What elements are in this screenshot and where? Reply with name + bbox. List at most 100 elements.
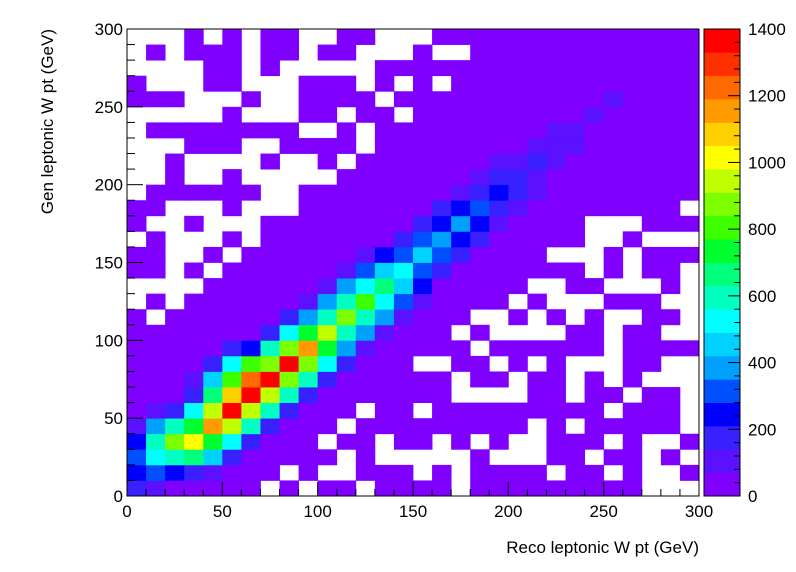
- heatmap-cell: [432, 402, 452, 419]
- heatmap-cell: [641, 122, 662, 139]
- heatmap-cell: [641, 200, 662, 217]
- heatmap-cell: [184, 418, 204, 435]
- y-axis-label: Gen leptonic W pt (GeV): [38, 29, 57, 214]
- heatmap-cell: [432, 293, 452, 310]
- heatmap-cell: [317, 184, 338, 201]
- heatmap-cell: [641, 75, 662, 92]
- heatmap-cell: [393, 91, 414, 108]
- heatmap-cell: [146, 418, 166, 435]
- heatmap-cell: [260, 246, 280, 263]
- heatmap-cell: [222, 387, 242, 403]
- heatmap-cell: [336, 200, 357, 217]
- heatmap-cell: [279, 44, 299, 61]
- x-tick-label: 100: [303, 502, 331, 521]
- heatmap-cell: [527, 371, 547, 388]
- heatmap-cell: [241, 293, 261, 310]
- heatmap-cell: [546, 418, 566, 435]
- heatmap-cell: [679, 44, 700, 61]
- heatmap-cell: [622, 153, 643, 170]
- heatmap-cell: [584, 122, 605, 139]
- heatmap-cell: [165, 387, 185, 403]
- heatmap-cell: [241, 340, 261, 357]
- heatmap-cell: [184, 137, 204, 154]
- heatmap-cell: [451, 153, 471, 170]
- heatmap-cell: [165, 309, 185, 326]
- z-tick-label: 200: [748, 420, 776, 439]
- y-tick-label: 50: [104, 409, 123, 428]
- heatmap-cell: [374, 106, 395, 123]
- heatmap-cell: [127, 464, 147, 481]
- heatmap-cell: [470, 480, 490, 497]
- heatmap-cell: [603, 91, 624, 108]
- heatmap-cell: [470, 215, 490, 232]
- heatmap-cell: [165, 355, 185, 372]
- heatmap-cell: [641, 324, 662, 341]
- heatmap-cell: [146, 371, 166, 388]
- heatmap-cell: [527, 200, 547, 217]
- heatmap-cell: [203, 184, 223, 201]
- heatmap-cell: [413, 278, 433, 295]
- heatmap-cell: [222, 340, 242, 357]
- heatmap-cell: [146, 355, 166, 372]
- heatmap-cell: [146, 340, 166, 357]
- heatmap-cell: [584, 137, 605, 154]
- heatmap-cell: [241, 309, 261, 326]
- color-scale-segment: [704, 285, 740, 310]
- heatmap-cell: [546, 184, 566, 201]
- heatmap-cell: [508, 340, 528, 357]
- heatmap-cell: [622, 324, 643, 341]
- heatmap-cell: [660, 449, 681, 466]
- heatmap-cell: [355, 371, 376, 388]
- heatmap-cell: [565, 449, 585, 466]
- heatmap-cell: [222, 449, 242, 466]
- heatmap-cell: [165, 153, 185, 170]
- heatmap-cell: [527, 106, 547, 123]
- heatmap-cell: [470, 231, 490, 248]
- heatmap-cell: [355, 184, 376, 201]
- heatmap-cell: [489, 60, 509, 77]
- heatmap-cell: [432, 246, 452, 263]
- heatmap-cell: [184, 184, 204, 201]
- heatmap-cell: [489, 293, 509, 310]
- heatmap-cell: [241, 278, 261, 295]
- heatmap-cell: [298, 355, 319, 372]
- heatmap-cell: [336, 122, 357, 139]
- heatmap-cell: [374, 480, 395, 497]
- heatmap-cell: [432, 215, 452, 232]
- heatmap-cell: [317, 106, 338, 123]
- heatmap-cell: [203, 278, 223, 295]
- heatmap-cell: [374, 122, 395, 139]
- heatmap-cell: [184, 215, 204, 232]
- heatmap-cell: [584, 309, 605, 326]
- heatmap-cell: [413, 60, 433, 77]
- heatmap-cell: [146, 387, 166, 403]
- heatmap-cell: [527, 122, 547, 139]
- heatmap-cell: [393, 153, 414, 170]
- heatmap-cell: [241, 449, 261, 466]
- heatmap-cell: [146, 464, 166, 481]
- heatmap-cell: [489, 184, 509, 201]
- heatmap-cell: [241, 371, 261, 388]
- heatmap-cell: [489, 278, 509, 295]
- heatmap-cell: [222, 122, 242, 139]
- heatmap-cell: [622, 449, 643, 466]
- heatmap-cell: [622, 231, 643, 248]
- heatmap-cell: [679, 137, 700, 154]
- heatmap-cell: [146, 402, 166, 419]
- y-tick-label: 150: [95, 254, 123, 273]
- heatmap-cell: [508, 91, 528, 108]
- heatmap-cell: [184, 387, 204, 403]
- color-scale-segment: [704, 122, 740, 147]
- heatmap-cell: [470, 355, 490, 372]
- heatmap-cell: [546, 480, 566, 497]
- heatmap-cell: [413, 324, 433, 341]
- heatmap-cell: [565, 29, 585, 45]
- heatmap-cell: [584, 324, 605, 341]
- heatmap-cell: [393, 387, 414, 403]
- heatmap-cell: [679, 153, 700, 170]
- heatmap-cell: [660, 278, 681, 295]
- heatmap-cell: [565, 231, 585, 248]
- heatmap-cell: [146, 433, 166, 450]
- color-scale-segment: [704, 379, 740, 403]
- heatmap-cell: [546, 153, 566, 170]
